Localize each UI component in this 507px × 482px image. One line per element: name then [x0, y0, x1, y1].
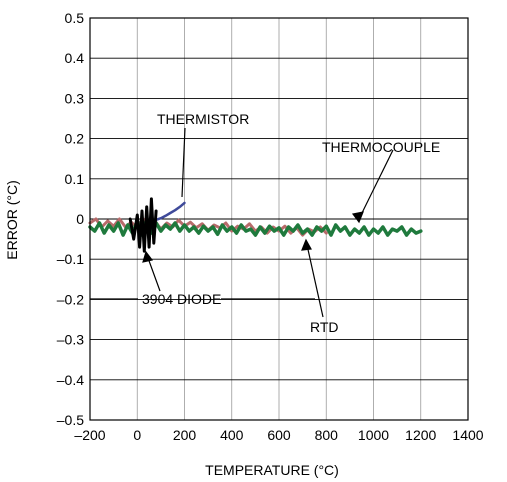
y-tick-label: 0.4 [65, 50, 85, 66]
thermocouple-arrowhead [351, 211, 364, 224]
y-tick-label: 0 [76, 211, 84, 227]
y-axis-label: ERROR (°C) [4, 180, 20, 259]
annotation-thermistor: THERMISTOR [157, 111, 249, 127]
x-tick-label: 400 [220, 427, 244, 443]
x-tick-label: 200 [173, 427, 197, 443]
y-tick-label: –0.1 [57, 251, 84, 267]
rtd-arrowhead [301, 238, 312, 251]
x-tick-label: 1000 [358, 427, 389, 443]
rtd-leader [306, 244, 324, 318]
x-tick-label: –200 [74, 427, 105, 443]
tick-labels: –200 0 200 400 600 800 1000 1200 1400 –0.5 –0.4 –0.… [57, 10, 484, 443]
x-axis-label: TEMPERATURE (°C) [205, 462, 339, 478]
y-tick-label: 0.2 [65, 131, 85, 147]
y-tick-label: –0.3 [57, 332, 84, 348]
plot-frame [89, 17, 469, 421]
annotation-leaders [90, 127, 394, 318]
y-tick-label: –0.4 [57, 372, 84, 388]
y-tick-label: 0.1 [65, 171, 85, 187]
x-tick-label: 800 [315, 427, 339, 443]
thermocouple-leader [358, 149, 394, 220]
thermistor-leader [181, 127, 186, 198]
annotation-thermocouple: THERMOCOUPLE [322, 139, 440, 155]
annotation-rtd: RTD [310, 319, 339, 335]
diode-leader [147, 257, 161, 292]
x-tick-label: 600 [267, 427, 291, 443]
diode-arrowhead [142, 250, 154, 263]
y-tick-label: –0.2 [57, 291, 84, 307]
series-3904-diode [128, 197, 158, 253]
series-layer [88, 197, 423, 253]
x-tick-label: 1400 [452, 427, 483, 443]
y-tick-label: 0.5 [65, 10, 85, 26]
x-tick-label: 0 [133, 427, 141, 443]
x-tick-label: 1200 [405, 427, 436, 443]
y-tick-label: 0.3 [65, 90, 85, 106]
y-tick-label: –0.5 [57, 412, 84, 428]
annotation-3904-diode: 3904 DIODE [142, 291, 221, 307]
